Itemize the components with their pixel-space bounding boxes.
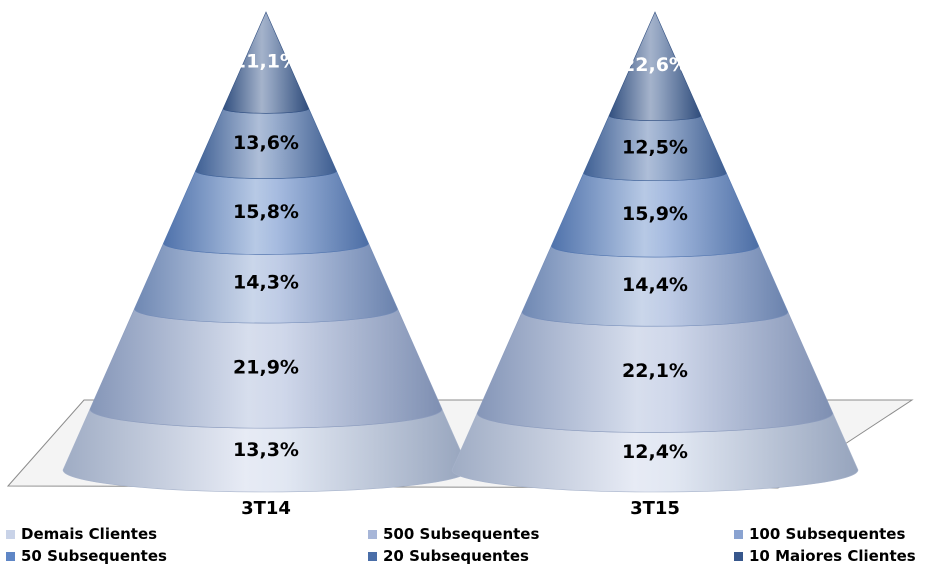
data-label-3t14-20-subsequentes: 13,6% xyxy=(233,132,299,154)
legend-label: 20 Subsequentes xyxy=(383,547,529,565)
legend-label: 500 Subsequentes xyxy=(383,525,540,543)
cone-3t14 xyxy=(62,11,470,493)
legend-swatch xyxy=(6,529,15,539)
cone-segment-3t15-10-maiores-clientes xyxy=(608,11,702,121)
legend-item-demais-clientes: Demais Clientes xyxy=(6,524,157,544)
legend-label: 100 Subsequentes xyxy=(749,525,906,543)
data-label-3t14-100-subsequentes: 14,3% xyxy=(233,271,299,293)
data-label-3t15-50-subsequentes: 15,9% xyxy=(622,203,688,225)
data-label-3t14-10-maiores-clientes: 21,1% xyxy=(233,50,299,72)
legend-label: 50 Subsequentes xyxy=(21,547,167,565)
data-label-3t15-500-subsequentes: 22,1% xyxy=(622,360,688,382)
legend-swatch xyxy=(368,551,377,561)
legend-label: Demais Clientes xyxy=(21,525,158,543)
legend-swatch xyxy=(734,529,743,539)
cone-3t15 xyxy=(451,11,859,493)
cone-chart: 13,3% 21,9% 14,3% 15,8% 13,6% 21,1% 12,4% 22,1%… xyxy=(6,11,914,519)
category-label-3t14: 3T14 xyxy=(241,498,291,519)
legend-item-20-subsequentes: 20 Subsequentes xyxy=(368,546,529,566)
legend-swatch xyxy=(368,529,377,539)
legend-item-10-maiores-clientes: 10 Maiores Clientes xyxy=(734,546,916,566)
data-label-3t14-50-subsequentes: 15,8% xyxy=(233,201,299,223)
category-label-3t15: 3T15 xyxy=(630,498,680,519)
legend-swatch xyxy=(6,551,15,561)
legend-item-500-subsequentes: 500 Subsequentes xyxy=(368,524,539,544)
legend-item-100-subsequentes: 100 Subsequentes xyxy=(734,524,905,544)
legend-item-50-subsequentes: 50 Subsequentes xyxy=(6,546,167,566)
data-label-3t15-100-subsequentes: 14,4% xyxy=(622,274,688,296)
data-label-3t14-500-subsequentes: 21,9% xyxy=(233,356,299,378)
data-label-3t15-demais-clientes: 12,4% xyxy=(622,441,688,463)
legend-swatch xyxy=(734,551,743,561)
legend-label: 10 Maiores Clientes xyxy=(749,547,916,565)
chart-legend: Demais Clientes 500 Subsequentes 100 Subse… xyxy=(0,524,933,567)
data-label-3t14-demais-clientes: 13,3% xyxy=(233,439,299,461)
data-label-3t15-10-maiores-clientes: 22,6% xyxy=(622,54,688,76)
data-label-3t15-20-subsequentes: 12,5% xyxy=(622,136,688,158)
cone-segment-3t14-10-maiores-clientes xyxy=(222,11,310,114)
